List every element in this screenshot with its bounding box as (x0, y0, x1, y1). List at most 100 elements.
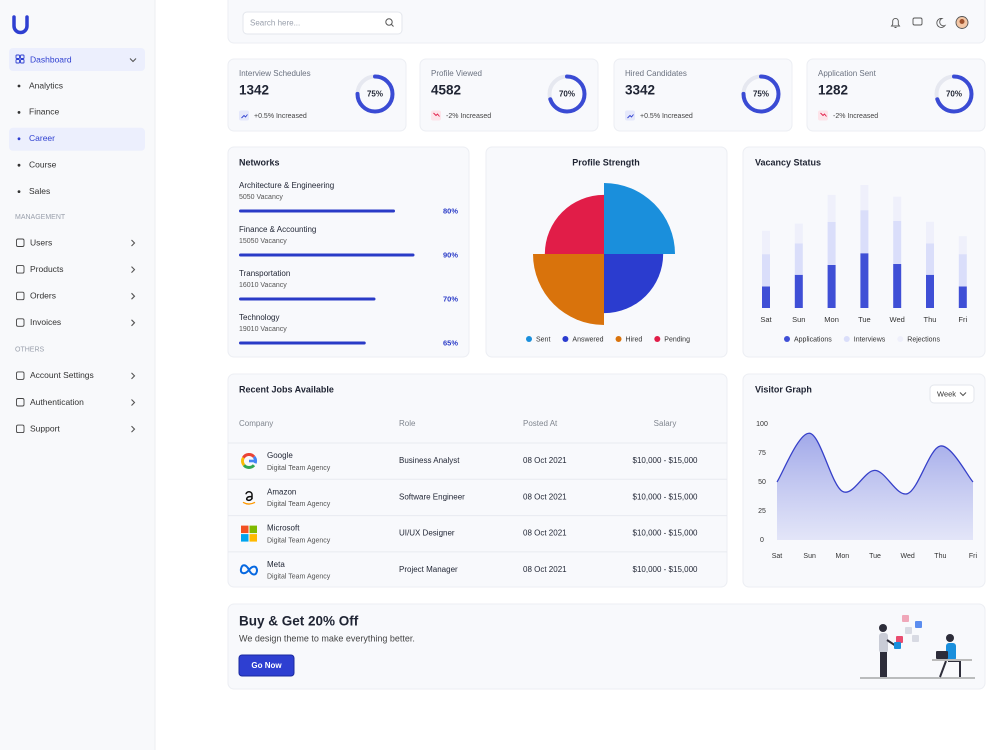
x-tick-label: Mon (836, 553, 850, 560)
y-tick-label: 75 (758, 450, 766, 457)
trend-arrow (433, 112, 440, 117)
microsoft-logo (249, 534, 257, 542)
microsoft-logo (241, 525, 249, 534)
job-salary: $10,000 - $15,000 (633, 456, 698, 465)
network-vacancy: 5050 Vacancy (239, 194, 283, 201)
menu-item: Account Settings (30, 370, 94, 380)
menu-icon (16, 291, 25, 301)
progress-bar (239, 341, 366, 345)
network-name: Finance & Accounting (239, 225, 316, 234)
stat-change: +0.5% Increased (254, 113, 307, 120)
pie-sector (604, 183, 675, 254)
menu-item: Authentication (30, 397, 84, 407)
ring-arc (741, 74, 781, 114)
illustration (905, 627, 912, 634)
network-vacancy: 15050 Vacancy (239, 238, 287, 245)
legend-marker (562, 336, 569, 342)
column-header: Role (399, 419, 416, 428)
search-box[interactable] (242, 11, 403, 35)
search-icon (385, 18, 393, 26)
bell-icon[interactable] (890, 18, 901, 28)
x-tick-label: Mon (824, 315, 839, 324)
trend-arrow (627, 114, 634, 119)
search-icon (391, 24, 394, 27)
job-posted: 08 Oct 2021 (523, 565, 567, 574)
progress-label: 90% (443, 250, 458, 259)
bullet (17, 163, 21, 167)
bullet (17, 111, 21, 114)
card-title: Profile Strength (572, 157, 640, 167)
chevron (959, 392, 967, 397)
job-posted: 08 Oct 2021 (523, 456, 567, 465)
google-logo (241, 457, 246, 467)
chevron (131, 399, 136, 406)
bar-segment (926, 221, 934, 244)
moon-icon[interactable] (936, 18, 947, 28)
x-tick-label: Fri (958, 315, 967, 324)
company-name: Microsoft (267, 524, 300, 533)
job-salary: $10,000 - $15,000 (633, 529, 698, 538)
card-title: Vacancy Status (755, 157, 821, 167)
card-title: Networks (239, 157, 280, 167)
job-role: Business Analyst (399, 456, 460, 465)
promo-button-label: Go Now (251, 661, 282, 670)
bar-segment (958, 254, 967, 287)
bar-segment (958, 286, 967, 308)
y-tick-label: 100 (756, 421, 768, 428)
menu-item: Support (30, 423, 60, 433)
bar-segment (762, 230, 770, 255)
stat-value: 1342 (239, 83, 269, 98)
progress-bar (239, 209, 395, 213)
column-header: Salary (654, 419, 677, 428)
submenu-item: Finance (29, 107, 60, 117)
x-tick-label: Thu (934, 553, 946, 560)
illustration (936, 651, 948, 659)
bullet (17, 84, 21, 88)
area-fill (777, 433, 973, 540)
network-vacancy: 19010 Vacancy (239, 326, 287, 333)
legend-marker (615, 336, 622, 342)
legend-marker (843, 336, 850, 342)
stat-card (419, 58, 599, 132)
menu-icon (16, 238, 25, 247)
card-title: Recent Jobs Available (239, 384, 334, 394)
chevron (131, 319, 136, 327)
promo-button[interactable] (238, 654, 295, 677)
menu-item: Users (30, 237, 52, 247)
section-heading: MANAGEMENT (15, 214, 66, 221)
menu-icon (20, 54, 25, 59)
stat-value: 4582 (431, 83, 461, 98)
stat-value: 1282 (818, 83, 848, 98)
bar-segment (893, 196, 902, 221)
legend-label: Pending (664, 336, 690, 343)
google-logo (242, 464, 256, 469)
network-name: Architecture & Engineering (239, 181, 334, 190)
menu-icon (20, 59, 25, 64)
legend-label: Hired (626, 336, 643, 343)
bar-segment (794, 274, 803, 308)
x-tick-label: Tue (869, 553, 881, 560)
bar-segment (794, 223, 803, 244)
ring-arc (934, 74, 974, 114)
message-icon[interactable] (912, 17, 923, 26)
menu-active-bg[interactable] (9, 48, 145, 71)
company-agency: Digital Team Agency (267, 574, 331, 581)
stat-title: Hired Candidates (625, 69, 687, 78)
stat-title: Interview Schedules (239, 69, 311, 78)
bar-segment (762, 254, 770, 287)
legend-marker (897, 336, 904, 342)
stat-card (613, 58, 793, 132)
progress-label: 70% (443, 294, 458, 303)
menu-icon (16, 398, 25, 407)
illustration (946, 643, 956, 661)
legend-label: Rejections (907, 336, 940, 343)
filter-label: Week (937, 389, 956, 398)
legend-marker (784, 336, 790, 342)
menu-item: Dashboard (30, 54, 72, 64)
pie-sector (533, 254, 604, 325)
company-name: Meta (267, 560, 285, 569)
filter-dropdown[interactable] (929, 384, 975, 404)
legend-marker (526, 336, 532, 342)
submenu-active-bg[interactable] (9, 127, 145, 151)
